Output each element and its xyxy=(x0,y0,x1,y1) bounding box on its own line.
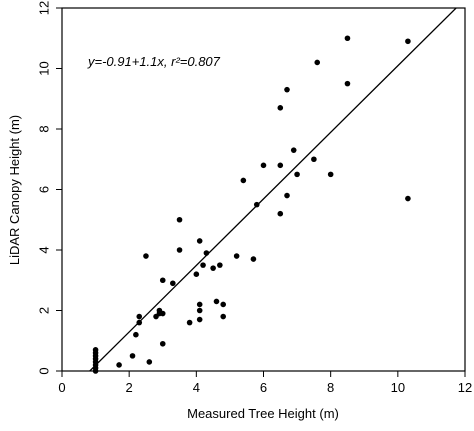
point xyxy=(344,80,351,87)
point xyxy=(405,195,411,202)
point xyxy=(277,105,284,111)
point xyxy=(170,280,176,287)
point xyxy=(327,171,334,178)
point xyxy=(220,301,226,308)
point xyxy=(250,256,257,262)
point xyxy=(405,38,411,45)
point xyxy=(294,171,300,178)
y-tick-label: 6 xyxy=(36,186,51,193)
point xyxy=(284,86,290,93)
x-tick-label: 10 xyxy=(391,380,405,395)
y-tick-label: 0 xyxy=(36,367,51,374)
point xyxy=(196,307,203,314)
point xyxy=(159,277,166,284)
point xyxy=(253,201,260,208)
point xyxy=(203,250,210,256)
point xyxy=(116,362,122,368)
point xyxy=(176,247,183,253)
point xyxy=(193,271,200,278)
y-tick-label: 12 xyxy=(36,1,51,15)
x-tick-label: 6 xyxy=(260,380,267,395)
point xyxy=(196,238,203,244)
x-tick-label: 4 xyxy=(193,380,200,395)
point xyxy=(186,319,193,326)
y-tick-label: 8 xyxy=(36,125,51,132)
point xyxy=(220,313,226,320)
point xyxy=(146,359,153,365)
point xyxy=(260,162,267,169)
point xyxy=(133,331,139,338)
point xyxy=(196,301,203,308)
x-tick-label: 0 xyxy=(58,380,65,395)
point xyxy=(200,262,206,268)
point xyxy=(344,35,351,42)
point xyxy=(136,319,143,326)
x-axis-label: Measured Tree Height (m) xyxy=(187,406,339,421)
point xyxy=(314,59,321,66)
point xyxy=(92,347,99,353)
point xyxy=(213,298,220,305)
point xyxy=(159,340,166,347)
point xyxy=(240,177,247,184)
y-tick-label: 10 xyxy=(36,61,51,75)
point xyxy=(311,156,317,163)
plot-area xyxy=(89,8,458,371)
point xyxy=(277,210,284,217)
y-axis-label: LiDAR Canopy Height (m) xyxy=(7,115,22,265)
point xyxy=(143,253,149,259)
point xyxy=(284,192,290,199)
point xyxy=(290,147,297,153)
point xyxy=(129,353,136,359)
point xyxy=(233,253,240,259)
y-tick-label: 2 xyxy=(36,307,51,314)
annotation: y=-0.91+1.1x, r²=0.807 xyxy=(87,54,221,69)
point xyxy=(196,316,203,323)
point xyxy=(217,262,223,268)
point xyxy=(277,162,284,169)
x-tick-label: 2 xyxy=(126,380,133,395)
point xyxy=(159,310,166,317)
point xyxy=(176,216,183,223)
x-tick-label: 8 xyxy=(327,380,334,395)
x-tick-label: 12 xyxy=(458,380,472,395)
point xyxy=(136,313,143,320)
point xyxy=(210,265,216,271)
fit-line xyxy=(89,8,458,371)
y-tick-label: 4 xyxy=(36,246,51,253)
